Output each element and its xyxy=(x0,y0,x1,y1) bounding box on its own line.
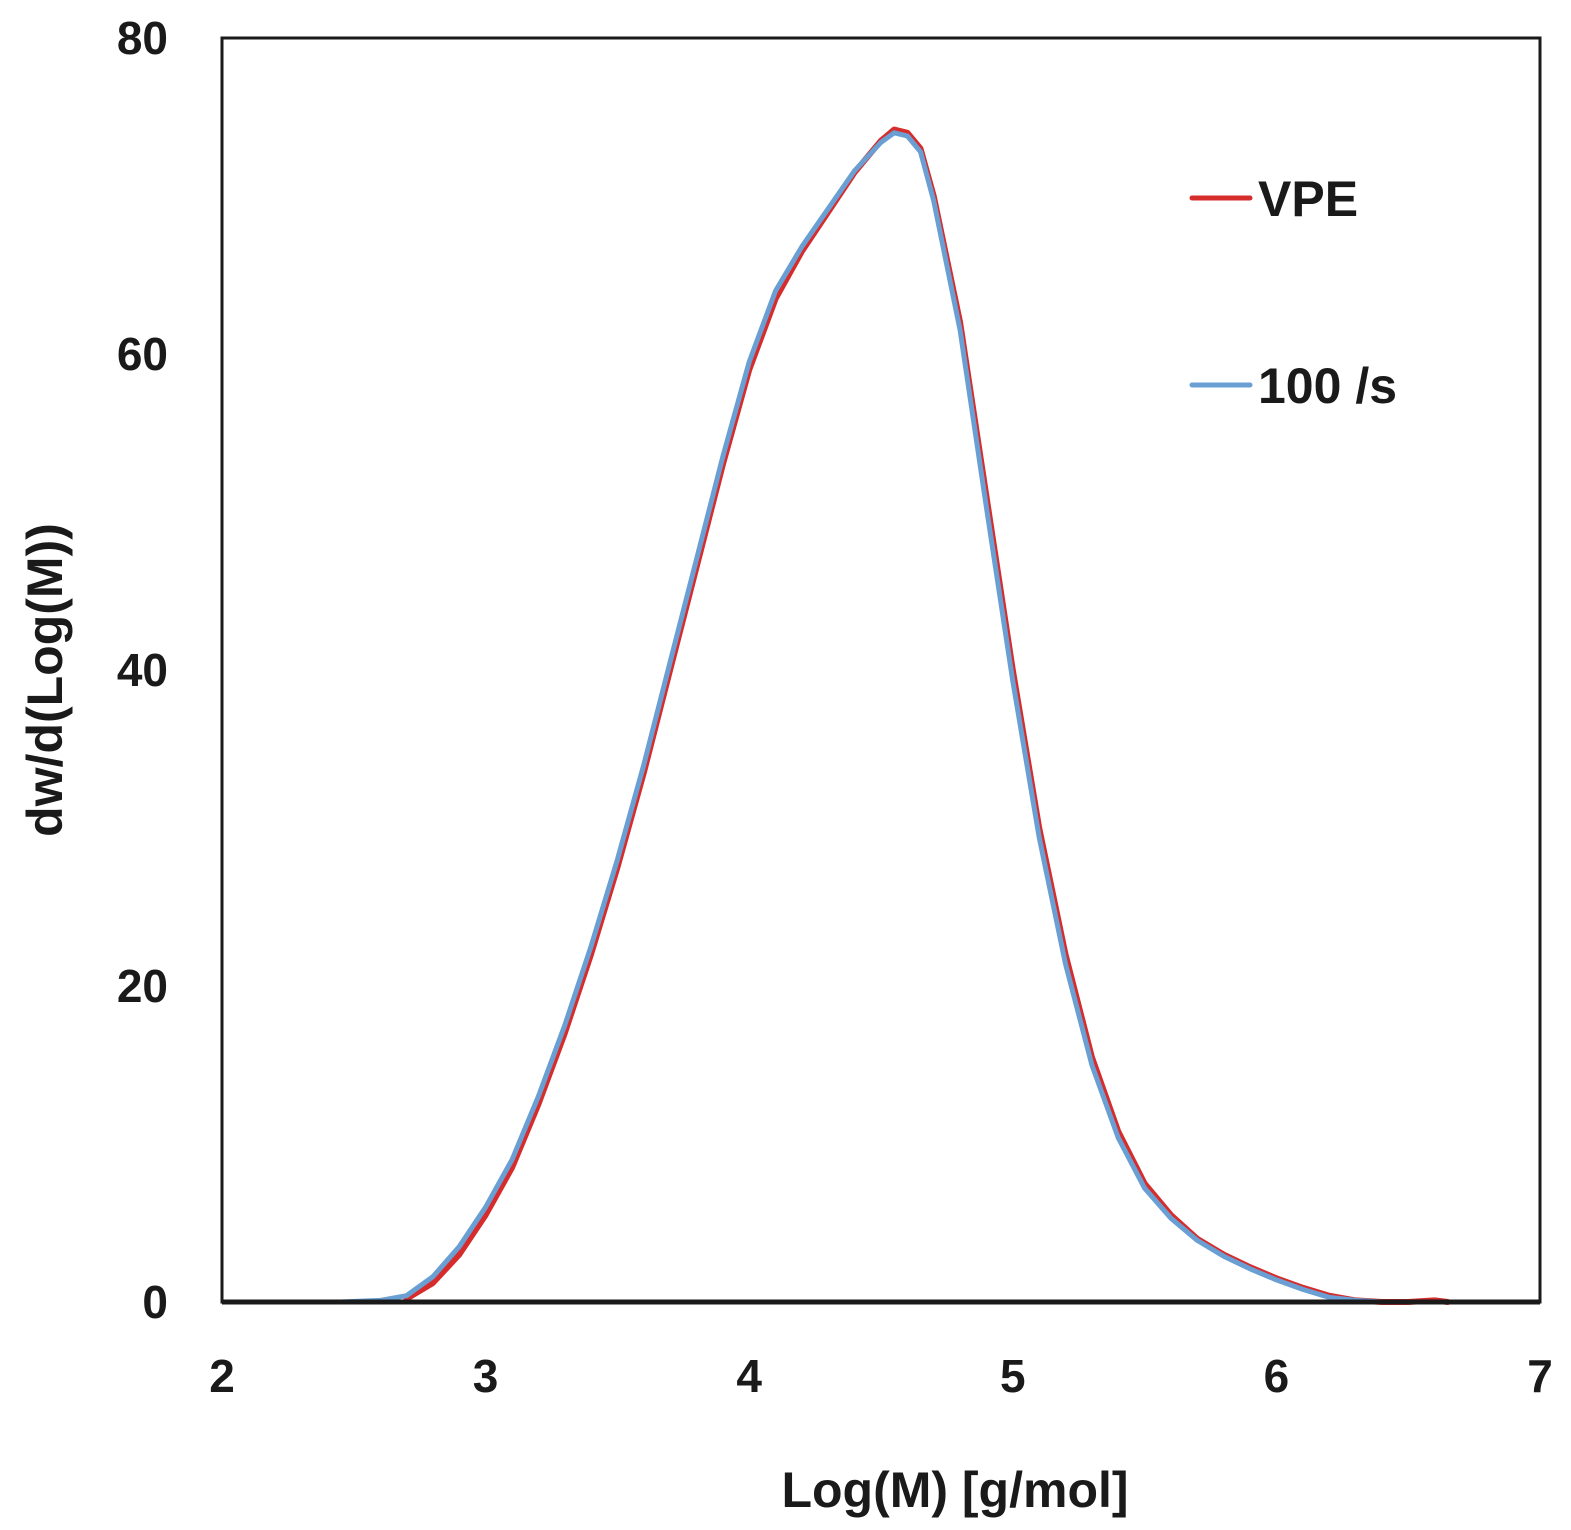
y-tick-label: 40 xyxy=(117,644,168,696)
legend-label-100s: 100 /s xyxy=(1258,358,1397,414)
y-tick-label: 20 xyxy=(117,960,168,1012)
x-tick-label: 3 xyxy=(473,1350,499,1402)
series-line-100s xyxy=(338,130,1411,1305)
x-tick-label: 6 xyxy=(1264,1350,1290,1402)
y-tick-labels: 0 20 40 60 80 xyxy=(117,12,168,1328)
legend-label-vpe: VPE xyxy=(1258,171,1358,227)
y-axis-title: dw/d(Log(M)) xyxy=(17,523,73,837)
x-tick-label: 4 xyxy=(736,1350,762,1402)
legend-item-vpe: VPE xyxy=(1189,171,1358,227)
series-layer xyxy=(338,126,1451,1305)
x-tick-label: 2 xyxy=(209,1350,235,1402)
y-tick-label: 60 xyxy=(117,328,168,380)
x-tick-labels: 2 3 4 5 6 7 xyxy=(209,1350,1553,1402)
y-tick-label: 80 xyxy=(117,12,168,64)
legend: VPE 100 /s xyxy=(1189,171,1397,414)
x-axis-title: Log(M) [g/mol] xyxy=(781,1462,1128,1518)
x-tick-label: 7 xyxy=(1527,1350,1553,1402)
legend-item-100s: 100 /s xyxy=(1189,358,1397,414)
y-tick-label: 0 xyxy=(142,1276,168,1328)
x-tick-label: 5 xyxy=(1000,1350,1026,1402)
